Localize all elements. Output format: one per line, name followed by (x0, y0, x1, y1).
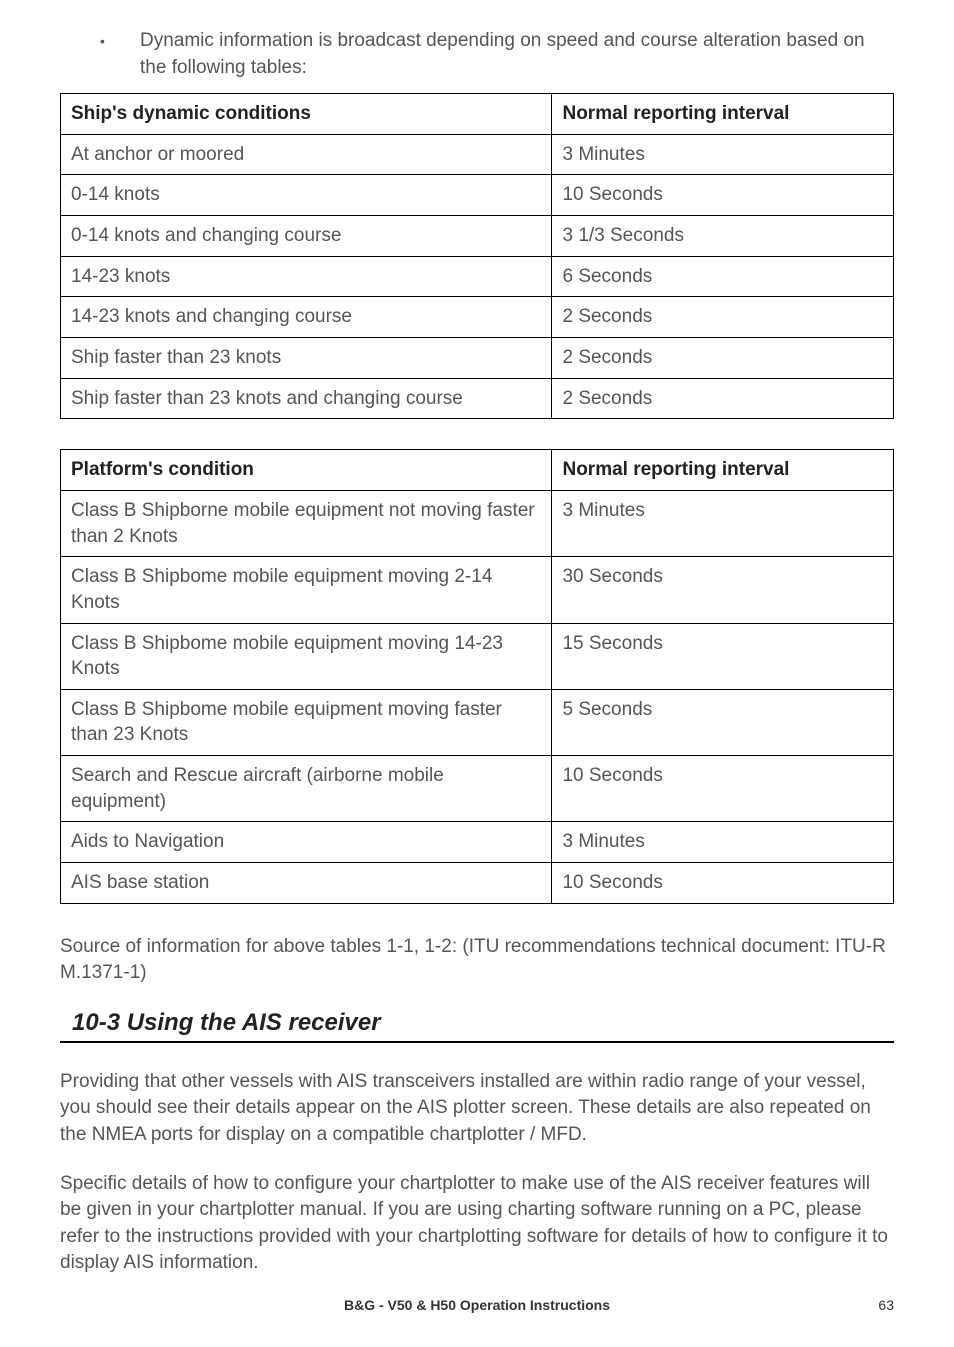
table-row: Class B Shipborne mobile equipment not m… (61, 490, 894, 556)
table2-cell: Class B Shipborne mobile equipment not m… (61, 490, 552, 556)
body-paragraph-1: Providing that other vessels with AIS tr… (60, 1069, 894, 1149)
table1-cell: Ship faster than 23 knots and changing c… (61, 378, 552, 419)
table-row: 14-23 knots6 Seconds (61, 256, 894, 297)
bullet-item: • Dynamic information is broadcast depen… (100, 28, 894, 81)
table1-cell: 6 Seconds (552, 256, 894, 297)
table-ship-conditions: Ship's dynamic conditions Normal reporti… (60, 93, 894, 419)
table2-cell: Class B Shipbome mobile equipment moving… (61, 623, 552, 689)
table-row: Ship faster than 23 knots2 Seconds (61, 338, 894, 379)
table1-cell: 14-23 knots and changing course (61, 297, 552, 338)
table1-cell: 2 Seconds (552, 297, 894, 338)
table1-cell: 10 Seconds (552, 175, 894, 216)
table1-cell: Ship faster than 23 knots (61, 338, 552, 379)
footer-title: B&G - V50 & H50 Operation Instructions (60, 1297, 894, 1313)
table2-header-1: Normal reporting interval (552, 450, 894, 491)
table-row: Aids to Navigation3 Minutes (61, 822, 894, 863)
table1-cell: 0-14 knots and changing course (61, 216, 552, 257)
table2-cell: Search and Rescue aircraft (airborne mob… (61, 756, 552, 822)
table-row: AIS base station10 Seconds (61, 863, 894, 904)
table-row: 0-14 knots10 Seconds (61, 175, 894, 216)
table2-cell: 10 Seconds (552, 863, 894, 904)
footer-page-number: 63 (878, 1297, 894, 1313)
table2-cell: 3 Minutes (552, 490, 894, 556)
table2-cell: 5 Seconds (552, 689, 894, 755)
table-row: Class B Shipbome mobile equipment moving… (61, 689, 894, 755)
table2-cell: 10 Seconds (552, 756, 894, 822)
table-row: 0-14 knots and changing course3 1/3 Seco… (61, 216, 894, 257)
table-row: 14-23 knots and changing course2 Seconds (61, 297, 894, 338)
source-note: Source of information for above tables 1… (60, 934, 894, 987)
table2-cell: 15 Seconds (552, 623, 894, 689)
table1-cell: 0-14 knots (61, 175, 552, 216)
table1-cell: 2 Seconds (552, 378, 894, 419)
table-row: Class B Shipbome mobile equipment moving… (61, 623, 894, 689)
table2-cell: Class B Shipbome mobile equipment moving… (61, 557, 552, 623)
table2-cell: Aids to Navigation (61, 822, 552, 863)
table1-cell: 3 1/3 Seconds (552, 216, 894, 257)
table1-header-0: Ship's dynamic conditions (61, 94, 552, 135)
bullet-marker: • (100, 28, 140, 81)
table-row: Class B Shipbome mobile equipment moving… (61, 557, 894, 623)
table1-cell: 14-23 knots (61, 256, 552, 297)
table2-header-0: Platform's condition (61, 450, 552, 491)
table1-header-1: Normal reporting interval (552, 94, 894, 135)
body-paragraph-2: Specific details of how to configure you… (60, 1171, 894, 1277)
section-heading: 10-3 Using the AIS receiver (60, 1009, 894, 1043)
table-row: At anchor or moored3 Minutes (61, 134, 894, 175)
table-row: Search and Rescue aircraft (airborne mob… (61, 756, 894, 822)
table-row: Ship faster than 23 knots and changing c… (61, 378, 894, 419)
page-footer: B&G - V50 & H50 Operation Instructions 6… (60, 1297, 894, 1313)
table2-cell: Class B Shipbome mobile equipment moving… (61, 689, 552, 755)
bullet-text: Dynamic information is broadcast dependi… (140, 28, 894, 81)
table-platform-conditions: Platform's condition Normal reporting in… (60, 449, 894, 903)
table1-cell: 2 Seconds (552, 338, 894, 379)
table1-cell: At anchor or moored (61, 134, 552, 175)
table1-cell: 3 Minutes (552, 134, 894, 175)
table2-cell: AIS base station (61, 863, 552, 904)
table2-cell: 3 Minutes (552, 822, 894, 863)
table2-cell: 30 Seconds (552, 557, 894, 623)
